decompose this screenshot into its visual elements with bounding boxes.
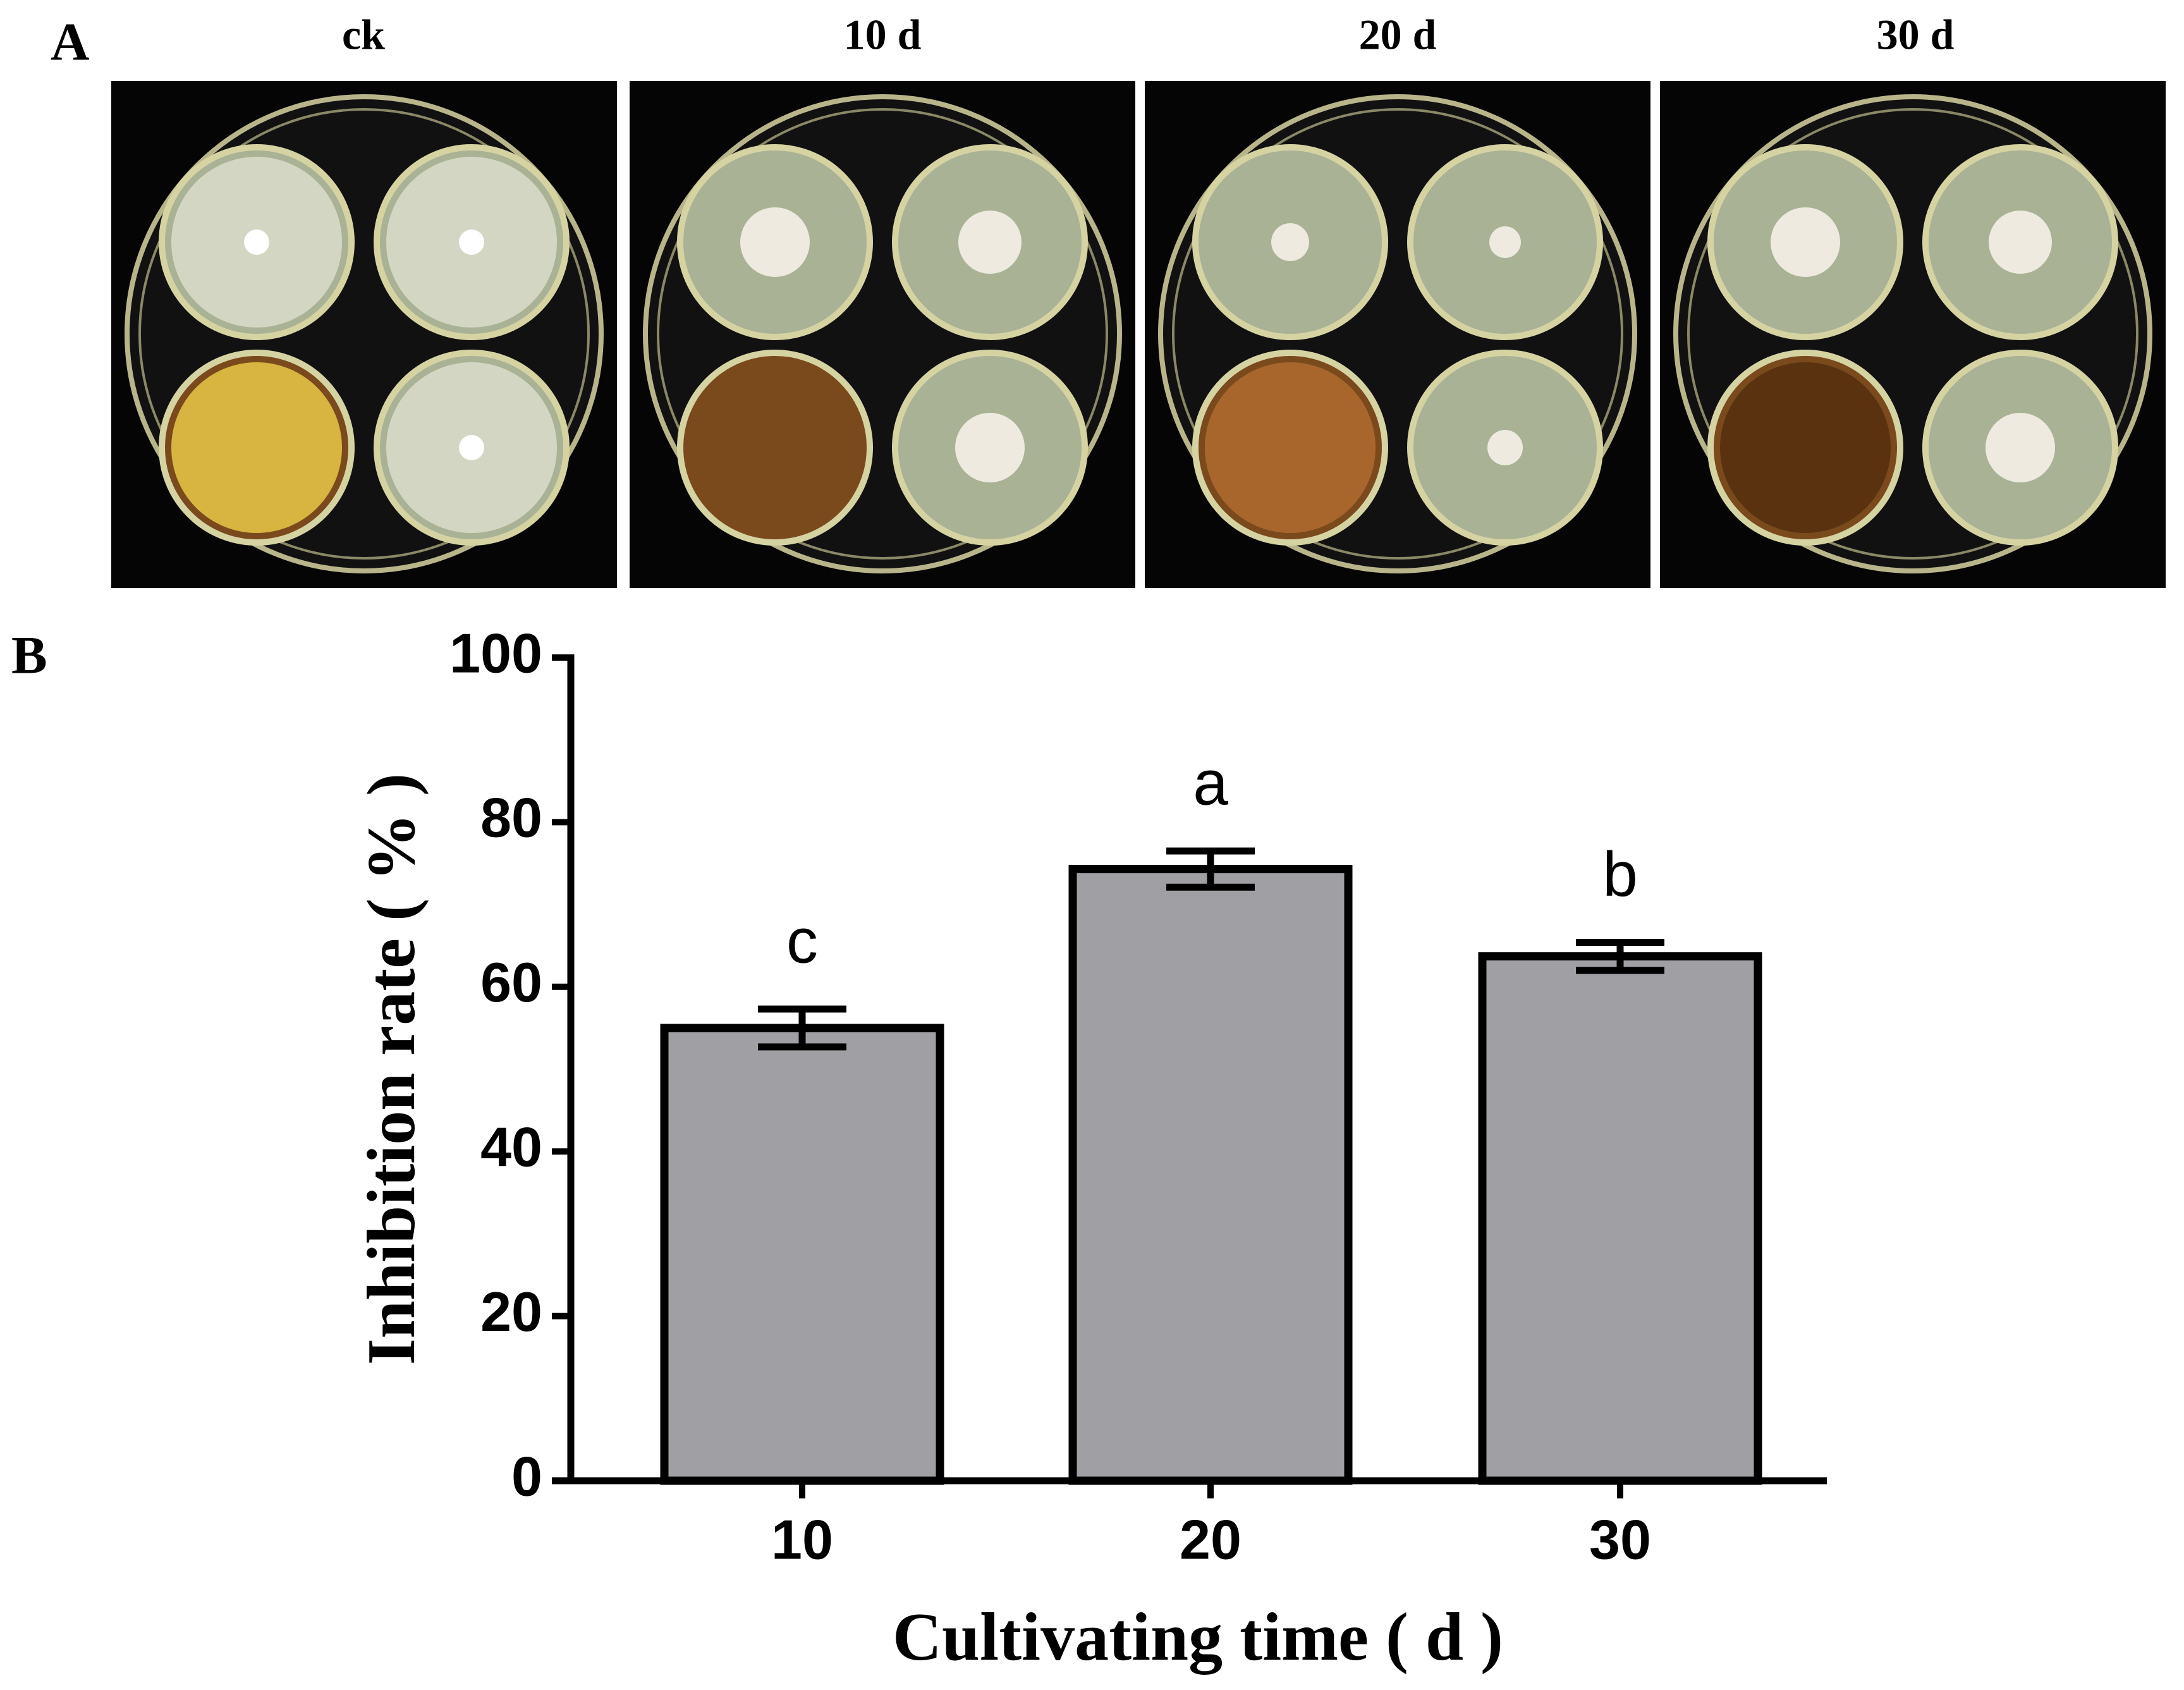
y-tick-label: 20 xyxy=(480,1280,542,1343)
x-axis-title: Cultivating time ( d ) xyxy=(893,1600,1503,1675)
panel-label: B xyxy=(11,626,47,685)
y-tick-label: 100 xyxy=(449,622,542,684)
bar xyxy=(1068,865,1353,1485)
photo xyxy=(1145,81,1650,588)
photo xyxy=(630,81,1135,588)
bar xyxy=(1478,952,1762,1485)
photo-label: ck xyxy=(342,11,385,59)
photo xyxy=(1660,81,2166,588)
panel-label: A xyxy=(51,13,89,72)
annotation: a xyxy=(1193,747,1228,818)
y-tick-label: 60 xyxy=(480,951,542,1013)
x-tick-label: 30 xyxy=(1589,1508,1651,1571)
photo-label: 20 d xyxy=(1359,11,1437,59)
y-axis-title: Inhibition rate ( % ) xyxy=(354,773,429,1365)
error-bar xyxy=(758,1005,846,1051)
photo-label: 10 d xyxy=(844,11,922,59)
annotation: b xyxy=(1602,839,1638,910)
error-bar xyxy=(1166,847,1255,891)
y-tick-label: 80 xyxy=(480,787,542,849)
y-tick-label: 0 xyxy=(511,1445,542,1507)
bar xyxy=(660,1024,944,1485)
x-tick-label: 10 xyxy=(771,1508,833,1571)
error-bar xyxy=(1576,938,1664,974)
y-tick-label: 40 xyxy=(480,1115,542,1178)
photo xyxy=(111,81,617,588)
photo-label: 30 d xyxy=(1877,11,1955,59)
x-tick-label: 20 xyxy=(1180,1508,1241,1571)
annotation: c xyxy=(786,905,818,976)
